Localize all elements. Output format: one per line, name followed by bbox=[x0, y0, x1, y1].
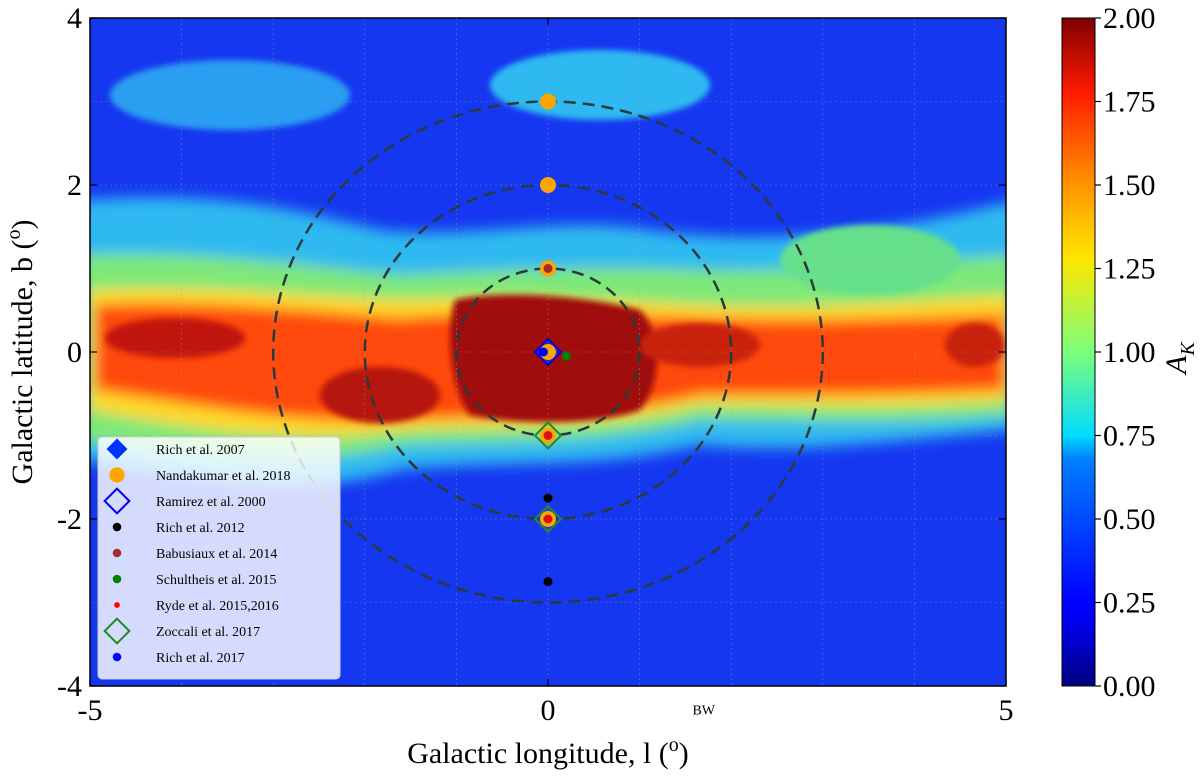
colorbar-tick-label: 0.75 bbox=[1103, 420, 1156, 453]
marker-point bbox=[545, 432, 551, 439]
legend-entry: Babusiaux et al. 2014 bbox=[112, 547, 277, 562]
x-axis-label-sup: o bbox=[669, 734, 679, 756]
legend-label: Ramirez et al. 2000 bbox=[156, 495, 266, 510]
legend-entry: Rich et al. 2007 bbox=[106, 438, 245, 460]
series-9 bbox=[538, 347, 548, 357]
x-axis-label: Galactic longitude, l (o) bbox=[407, 734, 689, 770]
colorbar: 0.00 0.25 0.50 0.75 1.00 1.25 1.50 1.75 2.00 AK bbox=[1061, 2, 1199, 703]
heatmap-green-patch-e bbox=[780, 225, 960, 295]
y-axis-label-end: ) bbox=[6, 220, 39, 230]
legend-label: Zoccali et al. 2017 bbox=[156, 625, 260, 640]
colorbar-tick-label: 1.75 bbox=[1103, 86, 1156, 119]
legend-box bbox=[97, 436, 341, 680]
colorbar-ticks: 0.00 0.25 0.50 0.75 1.00 1.25 1.50 1.75 2.00 bbox=[1095, 2, 1156, 703]
x-axis-label-end: ) bbox=[679, 737, 689, 770]
marker-point bbox=[533, 504, 563, 534]
series-7 bbox=[545, 432, 551, 522]
series-6 bbox=[561, 351, 571, 361]
marker-point bbox=[543, 493, 553, 503]
legend-marker bbox=[114, 602, 120, 608]
heatmap-cyan-patch-ne bbox=[490, 50, 710, 120]
bw-annotation: BW bbox=[692, 704, 715, 719]
colorbar-gradient bbox=[1061, 17, 1096, 687]
legend-label: Nandakumar et al. 2018 bbox=[156, 469, 291, 484]
y-tick-label: -2 bbox=[57, 503, 82, 536]
series-8 bbox=[533, 421, 563, 534]
data-markers bbox=[533, 93, 571, 587]
legend-marker bbox=[112, 522, 122, 532]
legend-marker bbox=[109, 467, 125, 483]
marker-point bbox=[540, 177, 556, 193]
x-axis-label-base: Galactic longitude, l ( bbox=[407, 737, 669, 770]
legend-entry: Ryde et al. 2015,2016 bbox=[114, 599, 279, 614]
colorbar-tick-label: 0.00 bbox=[1103, 670, 1156, 703]
colorbar-tick-label: 0.50 bbox=[1103, 503, 1156, 536]
heatmap-dark-patch-far-west bbox=[105, 318, 245, 358]
x-tick-label: 5 bbox=[999, 694, 1014, 727]
legend-label: Schultheis et al. 2015 bbox=[156, 573, 277, 588]
colorbar-tick-label: 0.25 bbox=[1103, 587, 1156, 620]
x-tick-label: -5 bbox=[78, 694, 103, 727]
legend-entry: Zoccali et al. 2017 bbox=[103, 617, 260, 645]
heatmap-cyan-patch-nw bbox=[110, 60, 350, 130]
marker-point bbox=[533, 421, 563, 450]
marker-point bbox=[538, 347, 548, 357]
legend-marker bbox=[112, 574, 122, 584]
y-tick-label: 4 bbox=[67, 2, 82, 35]
y-axis-label-base: Galactic latitude, b ( bbox=[6, 240, 39, 485]
colorbar-label-base: A bbox=[1160, 355, 1193, 376]
colorbar-label: AK bbox=[1160, 341, 1199, 376]
marker-point bbox=[543, 264, 553, 273]
x-tick-label: 0 bbox=[541, 694, 556, 727]
legend-entry: Ramirez et al. 2000 bbox=[103, 487, 266, 515]
colorbar-tick-label: 1.00 bbox=[1103, 336, 1156, 369]
legend-entry: Rich et al. 2012 bbox=[112, 521, 245, 536]
marker-point bbox=[533, 337, 563, 367]
legend-entry: Nandakumar et al. 2018 bbox=[109, 467, 291, 484]
axis-ticks: -5 0 5 -4 -2 0 2 4 bbox=[57, 2, 1014, 727]
legend-marker bbox=[103, 617, 131, 645]
legend-marker bbox=[112, 548, 122, 558]
heatmap-dark-patch-east bbox=[640, 323, 760, 367]
legend-label: Rich et al. 2007 bbox=[156, 443, 245, 458]
legend-marker bbox=[106, 438, 128, 460]
y-axis-label-sup: o bbox=[3, 230, 25, 240]
legend-label: Babusiaux et al. 2014 bbox=[156, 547, 277, 562]
colorbar-label-sub: K bbox=[1177, 341, 1199, 357]
marker-point bbox=[543, 577, 553, 587]
colorbar-tick-label: 1.25 bbox=[1103, 253, 1156, 286]
series-4 bbox=[543, 493, 553, 587]
legend-marker bbox=[112, 652, 122, 662]
legend-entry: Schultheis et al. 2015 bbox=[112, 573, 277, 588]
legend-label: Rich et al. 2012 bbox=[156, 521, 245, 536]
colorbar-tick-label: 1.50 bbox=[1103, 169, 1156, 202]
series-3 bbox=[533, 337, 563, 367]
y-tick-label: 2 bbox=[67, 169, 82, 202]
y-axis-label: Galactic latitude, b (o) bbox=[3, 220, 39, 485]
legend-label: Ryde et al. 2015,2016 bbox=[156, 599, 279, 614]
marker-point bbox=[561, 351, 571, 361]
y-tick-label: -4 bbox=[57, 670, 82, 703]
y-tick-label: 0 bbox=[67, 336, 82, 369]
heatmap-dark-patch-far-east bbox=[945, 323, 1005, 367]
legend-marker bbox=[103, 487, 131, 515]
marker-point bbox=[540, 93, 556, 110]
marker-point bbox=[545, 516, 551, 522]
legend: Rich et al. 2007 Nandakumar et al. 2018 Ra… bbox=[97, 436, 341, 680]
heatmap-dark-patch-west bbox=[320, 367, 440, 423]
legend-label: Rich et al. 2017 bbox=[156, 651, 245, 666]
colorbar-tick-label: 2.00 bbox=[1103, 2, 1156, 35]
legend-entry: Rich et al. 2017 bbox=[112, 651, 245, 666]
